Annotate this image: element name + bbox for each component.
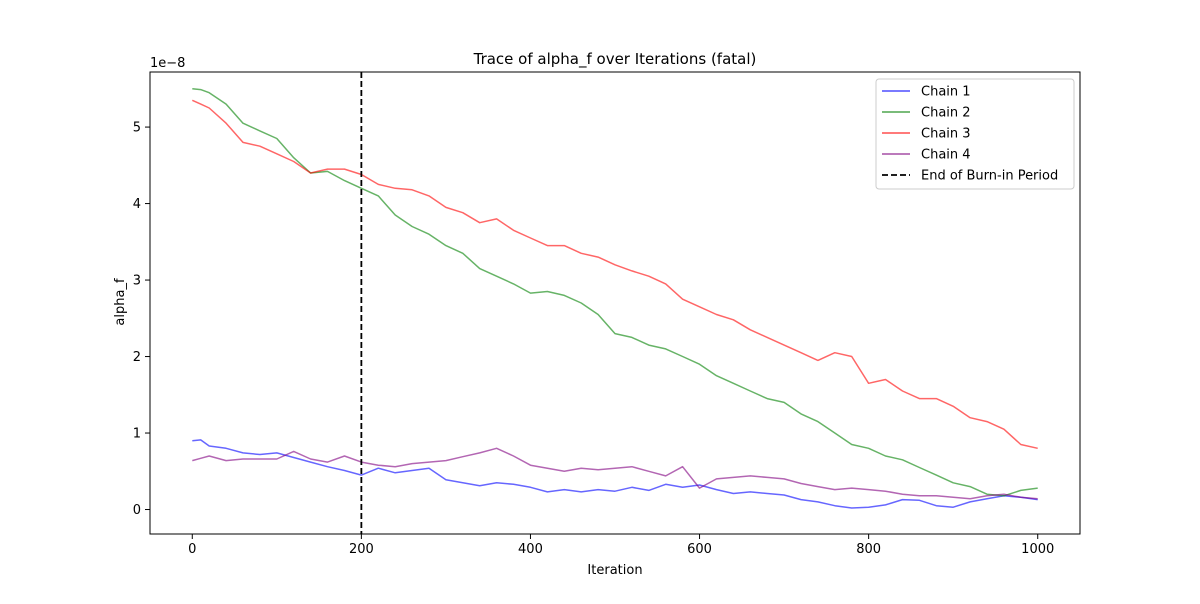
y-tick-label: 5 <box>133 121 141 136</box>
y-axis-label: alpha_f <box>113 278 128 326</box>
x-tick-label: 800 <box>856 542 881 557</box>
y-offset-label: 1e−8 <box>150 56 185 71</box>
x-tick-label: 0 <box>188 542 196 557</box>
series-line-4 <box>192 447 1038 500</box>
series-line-1 <box>192 439 1038 509</box>
y-tick-label: 2 <box>133 350 141 365</box>
y-tick-label: 4 <box>133 197 141 212</box>
x-tick-label: 200 <box>349 542 374 557</box>
x-axis-label: Iteration <box>587 563 642 578</box>
legend-box <box>875 78 1075 190</box>
series-line-3 <box>191 99 1038 450</box>
legend: Chain 1 Chain 2 Chain 3 Chain 4 End of Burn-… <box>875 78 1075 190</box>
legend-label: Chain 2 <box>921 106 971 121</box>
y-tick-label: 1 <box>133 427 141 442</box>
chart-title: Trace of alpha_f over Iterations (fatal) <box>473 50 757 69</box>
x-tick-label: 400 <box>518 542 543 557</box>
axes-frame <box>149 71 1081 535</box>
y-tick-label: 3 <box>133 274 141 289</box>
legend-label: Chain 3 <box>921 127 971 142</box>
legend-label: Chain 4 <box>921 148 971 163</box>
legend-label: Chain 1 <box>921 85 971 100</box>
x-tick-label: 600 <box>687 542 712 557</box>
x-tick-label: 1000 <box>1021 542 1054 557</box>
series-line-2 <box>192 88 1038 497</box>
plot-area: 0 200 400 600 800 1000 0 1 2 3 4 5 <box>133 71 1081 557</box>
legend-label: End of Burn-in Period <box>921 169 1058 184</box>
y-tick-label: 0 <box>133 503 141 518</box>
